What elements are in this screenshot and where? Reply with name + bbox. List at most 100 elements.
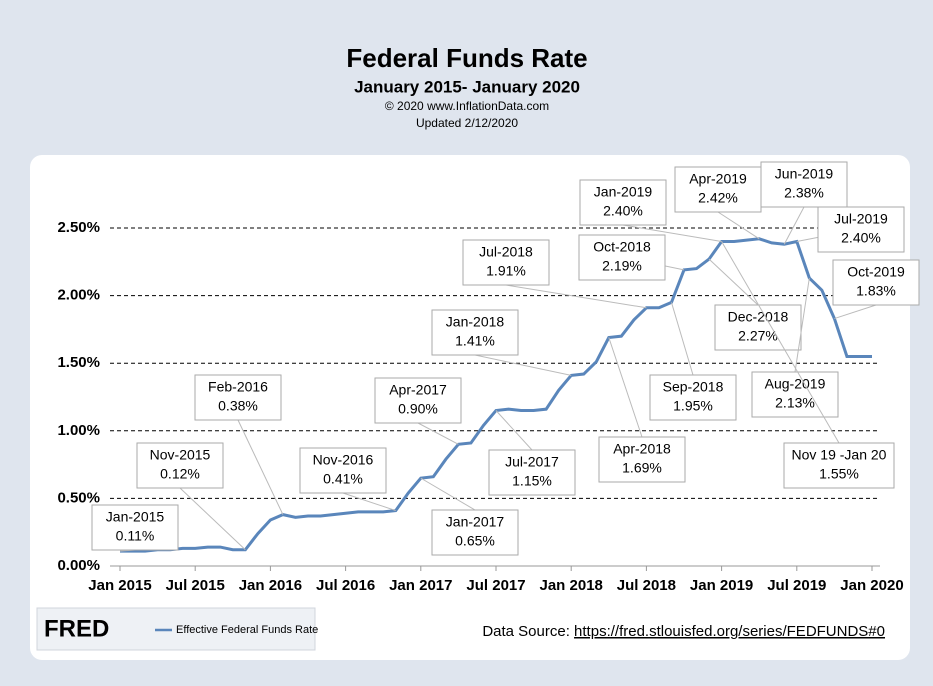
source-url[interactable]: https://fred.stlouisfed.org/series/FEDFU… [574,623,885,640]
annotation-date: Jan-2018 [446,314,505,330]
annotations: Jan-2015 0.11% Nov-2015 0.12% Feb-2016 0.38% N… [91,161,920,556]
annotation-box [783,442,895,489]
updated: Updated 2/12/2020 [416,116,518,130]
annotation-box [751,371,839,418]
annotation-value: 1.69% [622,460,662,476]
annotation-value: 2.13% [775,395,815,411]
leader-line [420,477,476,511]
annotation-value: 1.95% [673,398,713,414]
annotation-box [374,377,462,424]
x-tick-label: Jul 2018 [617,577,676,594]
source-label: Data Source: [482,623,574,640]
x-tick-label: Jul 2015 [166,577,225,594]
annotation-date: Jul-2017 [505,454,559,470]
leader-line [505,284,647,309]
y-tick-label: 0.50% [57,489,100,506]
leader-line [417,422,459,445]
source: Data Source: https://fred.stlouisfed.org… [482,623,885,640]
leader-line [670,302,694,376]
annotation-value: 1.83% [856,283,896,299]
leader-line [237,419,284,515]
x-tick-label: Jan 2019 [690,577,753,594]
annotation-value: 0.38% [218,398,258,414]
annotation-box [431,309,519,356]
leader-line [342,492,396,512]
copyright: © 2020 www.InflationData.com [385,99,549,113]
annotation-date: Feb-2016 [208,379,268,395]
annotation-box [194,374,282,421]
x-tick-label: Jul 2016 [316,577,375,594]
annotation-value: 0.41% [323,471,363,487]
annotation-date: Nov 19 -Jan 20 [792,447,887,463]
x-tick-label: Jan 2017 [389,577,452,594]
annotation-value: 2.19% [602,258,642,274]
annotation-date: Jan-2019 [594,184,653,200]
annotation-date: Nov-2016 [313,452,374,468]
y-tick-label: 2.00% [57,287,100,304]
leader-line [834,304,877,320]
y-tick-label: 1.50% [57,354,100,371]
annotation-value: 1.15% [512,473,552,489]
annotation-date: Sep-2018 [663,379,724,395]
annotation-box [431,509,519,556]
annotation-box [579,179,667,226]
annotation-box [817,206,905,253]
plot-panel [30,155,910,660]
x-tick-label: Jul 2019 [767,577,826,594]
leader-line [608,337,643,438]
annotation-value: 2.38% [784,185,824,201]
annotation-box [598,436,686,483]
annotation-value: 2.42% [698,190,738,206]
annotation-value: 1.91% [486,263,526,279]
annotation-box [760,161,848,208]
annotation-value: 2.40% [603,203,643,219]
x-tick-label: Jan 2018 [540,577,603,594]
annotation-date: Nov-2015 [150,447,211,463]
x-tick-label: Jan 2020 [840,577,903,594]
annotation-value: 2.27% [738,328,778,344]
annotation-box [578,234,666,281]
y-tick-label: 0.00% [57,557,100,574]
annotation-box [136,442,224,489]
annotation-box [649,374,737,421]
x-tick-label: Jan 2016 [239,577,302,594]
annotation-value: 0.65% [455,533,495,549]
annotation-date: Oct-2019 [847,264,905,280]
annotation-date: Dec-2018 [728,309,789,325]
leader-line [717,211,760,240]
leader-line [495,410,533,451]
y-tick-label: 2.50% [57,219,100,236]
leader-line [708,258,759,306]
annotation-value: 1.41% [455,333,495,349]
annotation-box [832,259,920,306]
annotation-value: 2.40% [841,230,881,246]
leader-line [721,241,840,444]
legend-box [36,607,316,651]
annotation-box [91,504,179,551]
annotation-value: 1.55% [819,466,859,482]
leader-line [179,487,246,551]
annotation-value: 0.90% [398,401,438,417]
annotation-box [462,239,550,286]
annotation-date: Jan-2015 [106,509,165,525]
annotation-date: Jul-2019 [834,211,888,227]
annotation-value: 0.11% [116,528,155,544]
leader-line [622,224,722,243]
annotation-date: Apr-2019 [689,171,747,187]
leader-line [783,206,805,245]
chart-subtitle: January 2015- January 2020 [354,77,580,96]
y-tick-label: 1.00% [57,422,100,439]
annotation-box [714,304,802,351]
annotation-date: Apr-2018 [613,441,671,457]
x-tick-label: Jan 2015 [88,577,151,594]
leader-line [474,354,572,376]
annotation-date: Oct-2018 [593,239,651,255]
legend-entry: Effective Federal Funds Rate [176,624,318,636]
annotation-date: Jul-2018 [479,244,533,260]
annotation-date: Aug-2019 [765,376,826,392]
annotation-date: Jun-2019 [775,166,834,182]
leader-line [794,277,810,373]
annotation-value: 0.12% [160,466,200,482]
